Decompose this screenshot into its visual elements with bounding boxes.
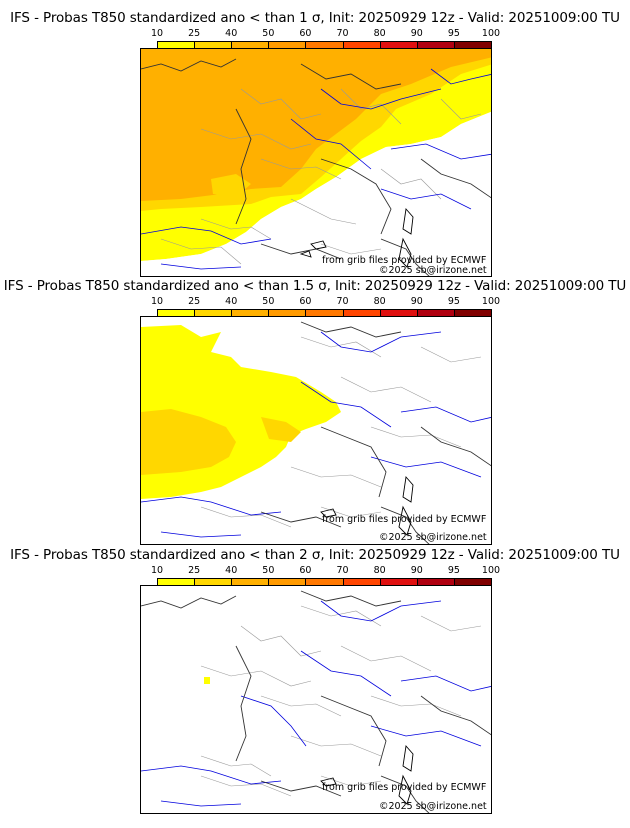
colorbar-label: 50	[262, 296, 275, 307]
colorbar-label: 70	[336, 565, 349, 576]
colorbar-label: 40	[225, 296, 238, 307]
colorbar-label: 10	[150, 28, 164, 39]
colorbar-label: 95	[447, 296, 460, 307]
probability-map: from grib files provided by ECMWF ©2025 …	[140, 316, 492, 545]
colorbar: 10 25 40 50 60 70 80 90 95 100	[151, 565, 500, 591]
credit-source: from grib files provided by ECMWF	[322, 782, 487, 793]
probability-map: from grib files provided by ECMWF ©2025 …	[140, 585, 492, 814]
credit-source: from grib files provided by ECMWF	[322, 514, 487, 525]
colorbar-label: 60	[299, 28, 312, 39]
map-panel-2: IFS - Probas T850 standardized ano < tha…	[0, 278, 630, 548]
colorbar-label: 40	[225, 28, 238, 39]
colorbar-label: 80	[373, 28, 386, 39]
credit-source: from grib files provided by ECMWF	[322, 255, 487, 266]
colorbar-label: 80	[373, 565, 386, 576]
colorbar-label: 40	[225, 565, 238, 576]
colorbar-label: 100	[481, 28, 501, 39]
colorbar-label: 25	[188, 28, 201, 39]
colorbar-label: 60	[299, 296, 312, 307]
colorbar-label: 90	[410, 296, 423, 307]
colorbar-label: 10	[150, 296, 164, 307]
credit-copyright: ©2025 sb@irizone.net	[379, 265, 487, 276]
colorbar-label: 50	[262, 28, 275, 39]
colorbar-label: 70	[336, 28, 349, 39]
colorbar-label: 50	[262, 565, 275, 576]
map-panel-1: IFS - Probas T850 standardized ano < tha…	[0, 10, 630, 277]
panel-title: IFS - Probas T850 standardized ano < tha…	[3, 278, 627, 294]
map-canvas	[141, 590, 491, 813]
colorbar-label: 10	[150, 565, 164, 576]
map-canvas	[141, 321, 491, 544]
colorbar-label: 90	[410, 565, 423, 576]
colorbar-label: 100	[481, 565, 501, 576]
map-canvas	[141, 49, 491, 276]
credit-copyright: ©2025 sb@irizone.net	[379, 801, 487, 812]
colorbar-label: 80	[373, 296, 386, 307]
prob-area-40-50	[141, 49, 491, 201]
colorbar-label: 95	[447, 28, 460, 39]
colorbar-label: 90	[410, 28, 423, 39]
panel-title: IFS - Probas T850 standardized ano < tha…	[10, 10, 620, 26]
colorbar-label: 100	[481, 296, 501, 307]
colorbar-label: 70	[336, 296, 349, 307]
prob-area-10-25	[204, 677, 210, 684]
colorbar-label: 60	[299, 565, 312, 576]
credit-copyright: ©2025 sb@irizone.net	[379, 532, 487, 543]
probability-map: from grib files provided by ECMWF ©2025 …	[140, 48, 492, 277]
colorbar-label: 95	[447, 565, 460, 576]
panel-title: IFS - Probas T850 standardized ano < tha…	[10, 547, 620, 563]
map-panel-3: IFS - Probas T850 standardized ano < tha…	[0, 547, 630, 817]
prob-area-25-40	[141, 409, 236, 475]
colorbar-label: 25	[188, 565, 201, 576]
colorbar-label: 25	[188, 296, 201, 307]
